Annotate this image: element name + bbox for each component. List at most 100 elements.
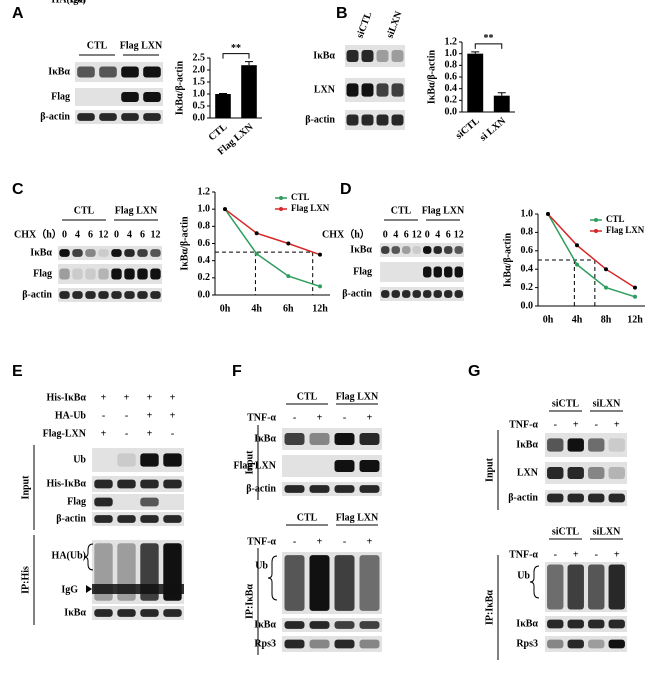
row-label: β-actin xyxy=(508,492,538,503)
blot-band xyxy=(608,564,625,610)
y-tick-label: 1.2 xyxy=(198,186,211,197)
blot-band xyxy=(391,83,404,97)
blot-band xyxy=(94,609,113,617)
error-bar xyxy=(497,92,506,96)
blot-band xyxy=(361,49,374,63)
treatment-label: TNF-α xyxy=(247,412,276,423)
row-label: IκBα xyxy=(254,619,276,630)
blot-band xyxy=(334,485,355,493)
y-axis-label: IκBα/β-actin xyxy=(174,60,185,115)
y-tick-label: 1.0 xyxy=(193,88,206,99)
blot-background xyxy=(282,455,382,477)
point xyxy=(318,252,322,257)
time-label: 0 xyxy=(383,229,388,240)
treatment-sign: - xyxy=(595,549,598,560)
row-label: IκBα xyxy=(64,607,86,618)
blot-band xyxy=(444,246,453,254)
blot-band xyxy=(124,291,135,299)
blot-band xyxy=(608,466,625,480)
blot-band xyxy=(547,438,564,452)
blot-band xyxy=(163,479,182,489)
row-label: His-IκBα xyxy=(47,478,87,489)
blot-band xyxy=(444,290,453,298)
blot-band xyxy=(567,466,584,480)
point xyxy=(633,294,637,299)
point xyxy=(633,285,637,290)
blot-band xyxy=(309,621,330,629)
y-tick-label: 0.6 xyxy=(445,71,458,82)
blot-band xyxy=(117,609,136,617)
blot-band xyxy=(608,639,625,649)
blot-band xyxy=(567,438,584,452)
y-tick-label: 0.2 xyxy=(445,95,458,106)
y-tick-label: 2.0 xyxy=(193,64,206,75)
blot-band xyxy=(143,92,161,102)
treatment-label: TNF-α xyxy=(247,536,276,547)
y-tick-label: 0.0 xyxy=(198,289,211,300)
blot-band xyxy=(150,291,161,299)
blot-band xyxy=(391,290,400,298)
row-label: HA(Ub) xyxy=(52,550,86,561)
treatment-label: TNF-α xyxy=(509,549,538,560)
x-tick-label: 12h xyxy=(312,303,328,314)
treatment-label: HA-Ub xyxy=(55,410,87,421)
y-tick-label: 1.0 xyxy=(445,48,458,59)
treatment-sign: + xyxy=(101,428,107,439)
blot-band xyxy=(376,114,389,126)
time-label: 4 xyxy=(435,229,440,240)
blot-band xyxy=(547,493,564,503)
group-label: siLXN xyxy=(593,526,622,537)
brace xyxy=(267,555,278,601)
blot-band xyxy=(284,639,305,649)
blot-band xyxy=(284,485,305,493)
blot-band xyxy=(143,66,161,78)
blot-band xyxy=(111,268,122,280)
blot-background xyxy=(92,512,184,526)
chx-label: CHX（h） xyxy=(14,227,62,240)
y-tick-label: 1.2 xyxy=(445,36,458,47)
row-label: β-actin xyxy=(342,288,372,299)
y-tick-label: 0.0 xyxy=(521,300,534,311)
row-label: Ub xyxy=(255,560,268,571)
treatment-sign: - xyxy=(125,410,128,421)
group-label: CTL xyxy=(391,205,412,216)
blot-band xyxy=(608,438,625,452)
group-label: siLXN xyxy=(385,9,405,40)
point xyxy=(604,285,608,290)
blot-band xyxy=(547,564,564,610)
blot-band xyxy=(547,619,564,629)
blot-band xyxy=(150,249,161,257)
x-tick-label: 4h xyxy=(251,303,262,314)
blot-band xyxy=(121,92,139,102)
blot-background xyxy=(75,88,163,106)
brace xyxy=(529,565,540,599)
blot-band xyxy=(588,639,605,649)
y-tick-label: 1.0 xyxy=(198,203,211,214)
blot-band xyxy=(359,621,380,629)
row-label: IκBα xyxy=(30,247,52,258)
treatment-sign: - xyxy=(171,428,174,439)
time-label: 4 xyxy=(75,229,80,240)
blot-background xyxy=(282,636,382,652)
blot-band xyxy=(124,268,135,280)
significance-bracket xyxy=(474,43,503,49)
section-label: Input xyxy=(484,457,495,482)
y-tick-label: 0.4 xyxy=(445,83,458,94)
legend-label: Flag LXN xyxy=(606,225,645,235)
blot-background xyxy=(92,476,184,492)
blot-band xyxy=(94,479,113,489)
x-tick-label: 6h xyxy=(283,303,294,314)
time-label: 4 xyxy=(393,229,398,240)
point xyxy=(286,274,291,279)
blot-background xyxy=(282,428,382,450)
significance-bracket xyxy=(222,53,250,59)
blot-band xyxy=(567,564,584,610)
blot-background xyxy=(282,618,382,632)
blot-background xyxy=(58,264,162,284)
row-label: IκBα xyxy=(254,433,276,444)
blot-band xyxy=(423,246,432,254)
group-label: Flag LXN xyxy=(120,40,163,51)
treatment-label: TNF-α xyxy=(509,419,538,430)
section-label: IP:IκBα xyxy=(244,584,255,619)
blot-band xyxy=(143,113,161,121)
